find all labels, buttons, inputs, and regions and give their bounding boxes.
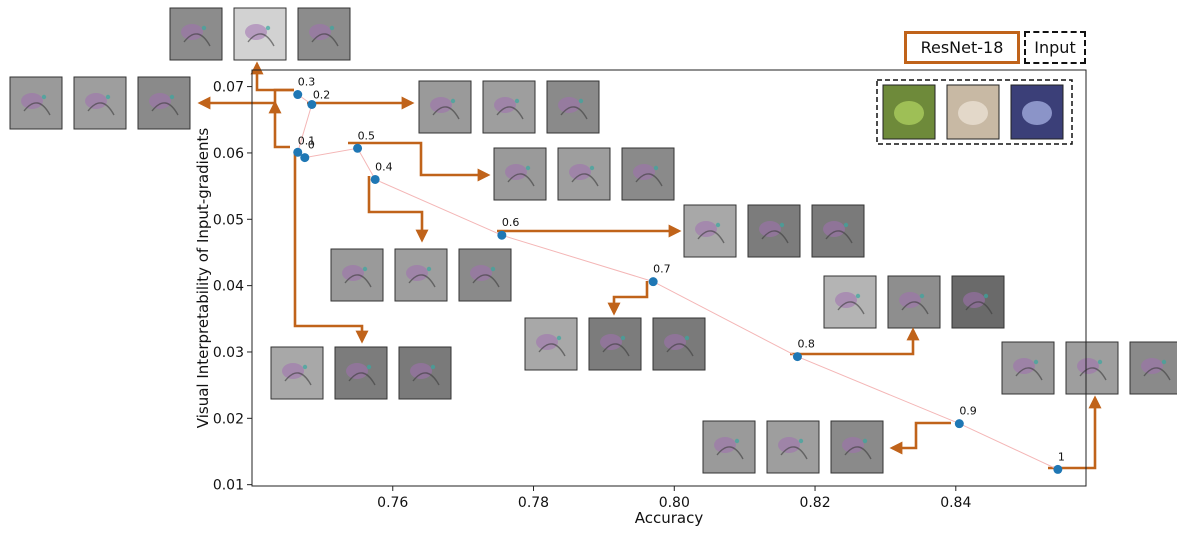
legend-model-box: ResNet-18 xyxy=(904,31,1020,64)
gradient-thumbnail xyxy=(811,204,865,258)
y-tick-label: 0.05 xyxy=(213,212,244,228)
input-image xyxy=(882,84,936,140)
gradient-thumbnail xyxy=(951,275,1005,329)
x-tick-label: 0.82 xyxy=(799,495,830,511)
data-point xyxy=(497,230,507,240)
gradient-thumbnail xyxy=(823,275,877,329)
y-tick-label: 0.04 xyxy=(213,279,244,295)
point-label: 0.9 xyxy=(959,405,977,418)
gradient-thumbnail xyxy=(482,80,536,134)
gradient-thumbnail xyxy=(546,80,600,134)
gradient-thumbnail xyxy=(1129,341,1177,395)
gradient-thumbnail xyxy=(458,248,512,302)
x-tick-label: 0.76 xyxy=(377,495,408,511)
gradient-thumbnail xyxy=(683,204,737,258)
gradient-thumbnail xyxy=(766,420,820,474)
x-tick-label: 0.80 xyxy=(659,495,690,511)
point-label: 0.2 xyxy=(313,89,331,102)
data-point xyxy=(648,277,658,287)
y-tick-label: 0.03 xyxy=(213,345,244,361)
data-point xyxy=(792,352,802,362)
gradient-thumbnail xyxy=(73,76,127,130)
gradient-thumbnail xyxy=(621,147,675,201)
gradient-thumbnail xyxy=(233,7,287,61)
gradient-thumbnail xyxy=(297,7,351,61)
annotation-arrow xyxy=(268,100,290,149)
point-label: 0.3 xyxy=(298,76,316,89)
y-tick-label: 0.07 xyxy=(213,80,244,96)
gradient-thumbnail xyxy=(1001,341,1055,395)
gradient-thumbnail xyxy=(652,317,706,371)
annotation-arrow xyxy=(1048,395,1102,470)
data-point xyxy=(293,90,303,100)
input-image xyxy=(1010,84,1064,140)
gradient-thumbnail xyxy=(270,346,324,400)
annotation-arrow xyxy=(197,88,294,110)
legend-input-box: Input xyxy=(1024,31,1086,64)
gradient-thumbnail xyxy=(887,275,941,329)
data-point xyxy=(1053,464,1063,474)
gradient-thumbnails xyxy=(9,7,1177,474)
gradient-thumbnail xyxy=(330,248,384,302)
gradient-thumbnail xyxy=(588,317,642,371)
annotation-arrow xyxy=(293,154,369,344)
gradient-thumbnail xyxy=(557,147,611,201)
annotation-arrow xyxy=(889,421,951,455)
gradient-thumbnail xyxy=(418,80,472,134)
gradient-thumbnail xyxy=(830,420,884,474)
point-label: 0.5 xyxy=(358,129,376,142)
x-axis-label: Accuracy xyxy=(635,509,704,527)
point-label: 1 xyxy=(1058,450,1065,463)
y-axis-label: Visual Interpretability of Input-gradien… xyxy=(194,128,212,429)
gradient-thumbnail xyxy=(493,147,547,201)
plot-frame xyxy=(251,69,1087,487)
point-label: 0.7 xyxy=(653,263,671,276)
annotation-arrow xyxy=(367,176,429,243)
point-label: 0.6 xyxy=(502,216,520,229)
point-labels: 00.1 0.20.3 0.4 0.5 0.6 0.7 0.8 0.9 1 xyxy=(298,76,1065,464)
gradient-thumbnail xyxy=(169,7,223,61)
annotation-arrow xyxy=(250,61,294,92)
data-point xyxy=(954,419,964,429)
annotation-arrows xyxy=(197,61,1102,470)
data-point xyxy=(300,153,310,163)
annotation-arrow xyxy=(607,281,649,316)
x-tick-label: 0.78 xyxy=(518,495,549,511)
data-point xyxy=(370,174,380,184)
y-tick-label: 0.06 xyxy=(213,146,244,162)
input-images-inset xyxy=(876,79,1073,145)
gradient-thumbnail xyxy=(524,317,578,371)
gradient-thumbnail xyxy=(394,248,448,302)
point-label: 0.4 xyxy=(375,160,393,173)
point-label: 0 xyxy=(308,139,315,152)
gradient-thumbnail xyxy=(398,346,452,400)
gradient-thumbnail xyxy=(747,204,801,258)
axes: 0.76 0.78 0.80 0.82 0.840.010.020.030.040.05… xyxy=(213,80,972,511)
input-image xyxy=(946,84,1000,140)
legend-model-label: ResNet-18 xyxy=(920,38,1004,57)
y-tick-label: 0.01 xyxy=(213,478,244,494)
gradient-thumbnail xyxy=(137,76,191,130)
annotation-arrow xyxy=(790,327,920,356)
data-point xyxy=(353,143,363,153)
point-label: 0.1 xyxy=(298,134,316,147)
data-point xyxy=(307,100,317,110)
legend-input-label: Input xyxy=(1034,38,1076,57)
gradient-thumbnail xyxy=(334,346,388,400)
gradient-thumbnail xyxy=(1065,341,1119,395)
point-label: 0.8 xyxy=(797,338,815,351)
data-points xyxy=(293,90,1063,474)
x-tick-label: 0.84 xyxy=(940,495,971,511)
gradient-thumbnail xyxy=(702,420,756,474)
annotation-arrow xyxy=(348,141,491,182)
y-tick-label: 0.02 xyxy=(213,411,244,427)
gradient-thumbnail xyxy=(9,76,63,130)
input-inset-frame xyxy=(876,79,1073,145)
data-point xyxy=(293,147,303,157)
